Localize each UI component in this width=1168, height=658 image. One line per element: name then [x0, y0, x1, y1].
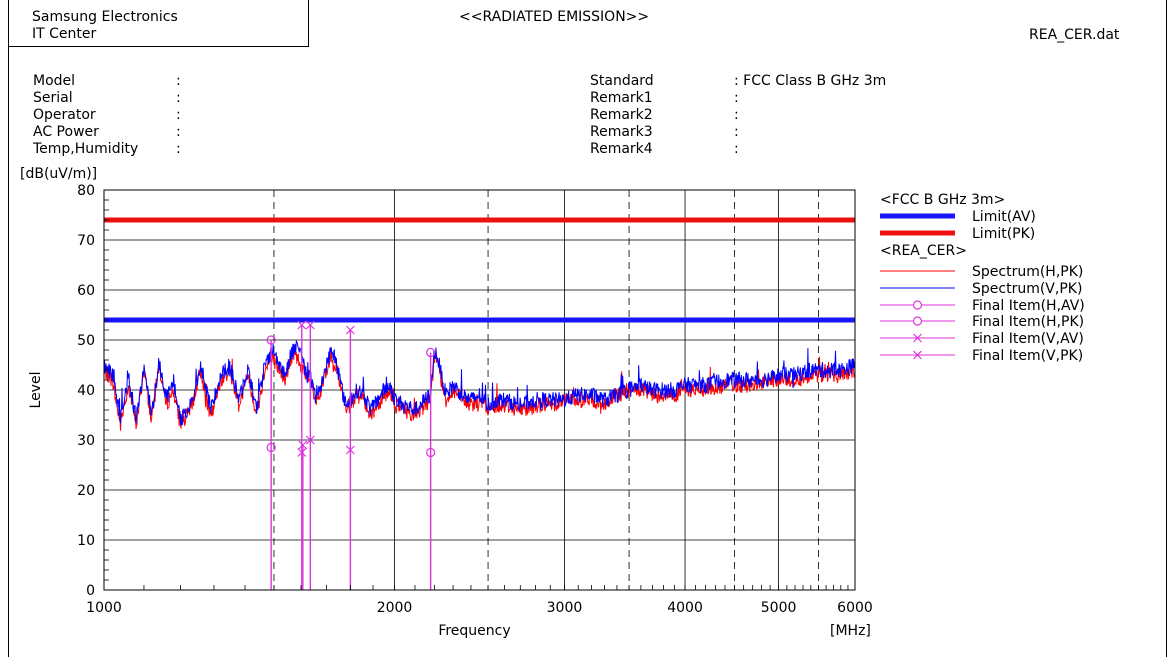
info-label-remark3: Remark3	[590, 124, 653, 140]
info-value-remark3: :	[734, 124, 739, 140]
organization-name: Samsung Electronics	[32, 9, 178, 25]
info-label-operator: Operator	[33, 107, 96, 123]
legend-group-limits-title: <FCC B GHz 3m>	[880, 192, 1005, 208]
y-tick-label: 0	[86, 583, 95, 599]
info-value-standard: : FCC Class B GHz 3m	[734, 73, 887, 89]
info-value-ac-power: :	[176, 124, 181, 140]
info-label-standard: Standard	[590, 73, 654, 89]
report-frame	[8, 0, 1167, 657]
y-tick-label: 70	[77, 233, 95, 249]
info-value-serial: :	[176, 90, 181, 106]
y-tick-label: 50	[77, 333, 95, 349]
final-item-v-marker	[298, 440, 308, 450]
data-filename: REA_CER.dat	[1029, 27, 1120, 43]
info-label-ac-power: AC Power	[33, 124, 99, 140]
info-label-serial: Serial	[33, 90, 73, 106]
y-axis-label: Level	[28, 372, 44, 409]
info-value-remark4: :	[734, 141, 739, 157]
final-item-v-marker	[297, 320, 307, 330]
x-tick-label: 2000	[377, 600, 413, 616]
final-item-v-marker	[345, 325, 355, 335]
organization-box	[8, 0, 309, 47]
info-value-model: :	[176, 73, 181, 89]
legend-entry-label: Limit(AV)	[972, 209, 1036, 225]
final-item-v-marker	[345, 445, 355, 455]
spectrum-v-pk-trace	[103, 340, 856, 426]
legend-marker-circle	[912, 316, 923, 326]
x-axis-label: Frequency	[438, 623, 510, 639]
info-value-remark2: :	[734, 107, 739, 123]
legend-marker-cross	[913, 350, 922, 360]
chart-legend: <FCC B GHz 3m> <REA_CER> Limit(AV)Limit(PK…	[880, 192, 1085, 364]
legend-group-measurement-title: <REA_CER>	[880, 243, 967, 259]
legend-entry-label: Final Item(V,PK)	[972, 348, 1083, 364]
final-item-v-marker	[305, 320, 315, 330]
chart-grid	[104, 190, 855, 590]
final-item-h-marker	[426, 347, 436, 358]
legend-entry-label: Final Item(H,AV)	[972, 298, 1085, 314]
plot-frame	[103, 189, 856, 591]
legend-entry-label: Limit(PK)	[972, 226, 1035, 242]
legend-entry-label: Final Item(H,PK)	[972, 314, 1084, 330]
y-tick-label: 40	[77, 383, 95, 399]
legend-entry-label: Spectrum(V,PK)	[972, 281, 1082, 297]
final-item-h-marker	[426, 447, 436, 458]
x-tick-label: 4000	[667, 600, 703, 616]
final-item-v-marker	[297, 448, 307, 457]
x-axis-unit: [MHz]	[830, 623, 871, 639]
final-item-v-marker	[305, 435, 315, 445]
info-value-temp-humidity: :	[176, 141, 181, 157]
chart-axes: 0 10 20 30 40 50 60 70 80 1000 2000 3000 4000 5000 600…	[20, 166, 873, 639]
y-tick-label: 10	[77, 533, 95, 549]
info-label-remark1: Remark1	[590, 90, 653, 106]
final-items	[266, 320, 436, 590]
spectrum-traces	[103, 340, 856, 431]
y-tick-label: 20	[77, 483, 95, 499]
info-label-temp-humidity: Temp,Humidity	[33, 141, 139, 157]
info-label-model: Model	[33, 73, 76, 89]
info-label-remark4: Remark4	[590, 141, 653, 157]
info-value-remark1: :	[734, 90, 739, 106]
x-tick-label: 1000	[86, 600, 122, 616]
y-tick-label: 60	[77, 283, 95, 299]
info-value-operator: :	[176, 107, 181, 123]
y-tick-label: 30	[77, 433, 95, 449]
y-axis-unit: [dB(uV/m)]	[20, 166, 97, 182]
legend-marker-cross	[913, 333, 922, 343]
legend-entry-label: Final Item(V,AV)	[972, 331, 1084, 347]
x-tick-label: 3000	[547, 600, 583, 616]
legend-marker-circle	[912, 300, 923, 310]
x-tick-label: 6000	[837, 600, 873, 616]
organization-unit: IT Center	[32, 26, 97, 42]
final-item-h-marker	[266, 442, 276, 453]
y-tick-label: 80	[77, 183, 95, 199]
final-item-h-marker	[266, 335, 276, 345]
limit-lines	[104, 217, 855, 323]
report-title: <<RADIATED EMISSION>>	[459, 9, 650, 25]
legend-entry-label: Spectrum(H,PK)	[972, 264, 1083, 280]
info-label-remark2: Remark2	[590, 107, 653, 123]
x-tick-label: 5000	[761, 600, 797, 616]
